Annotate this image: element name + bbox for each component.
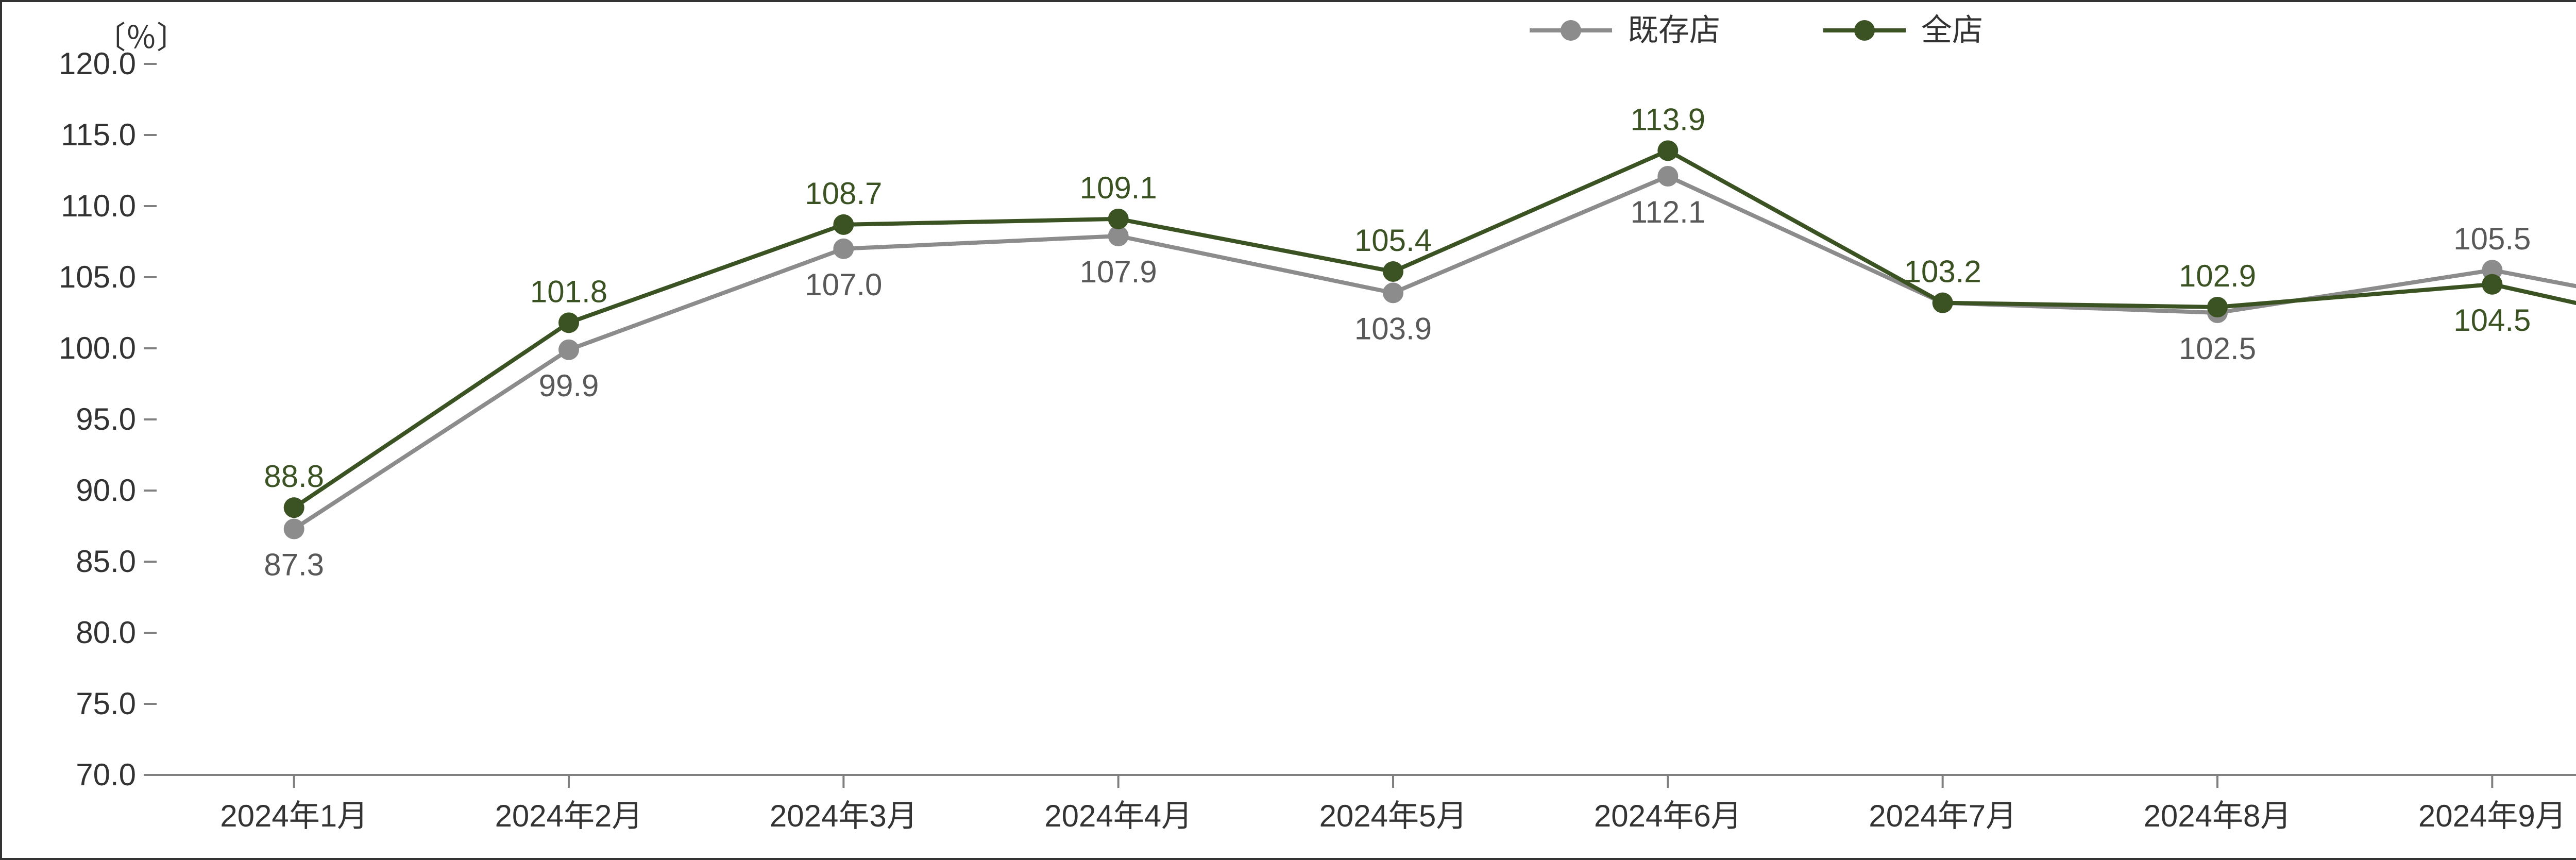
- data-label: 103.9: [1354, 311, 1432, 346]
- data-label: 99.9: [539, 368, 599, 403]
- legend-label: 既存店: [1628, 13, 1720, 47]
- y-tick-label: 110.0: [61, 189, 136, 223]
- data-label: 108.7: [805, 176, 882, 211]
- data-label: 102.9: [2179, 259, 2256, 293]
- x-tick-label: 2024年2月: [495, 799, 643, 833]
- y-tick-label: 95.0: [76, 402, 136, 436]
- y-tick-label: 120.0: [59, 46, 136, 81]
- series-marker: [1383, 261, 1403, 282]
- data-label: 107.9: [1080, 255, 1157, 289]
- x-tick-label: 2024年4月: [1044, 799, 1192, 833]
- series-marker: [1933, 293, 1953, 313]
- x-tick-label: 2024年9月: [2418, 799, 2566, 833]
- data-label: 104.5: [2453, 303, 2531, 338]
- series-marker: [284, 519, 304, 539]
- series-marker: [1657, 166, 1678, 187]
- y-tick-label: 80.0: [76, 615, 136, 650]
- series-marker: [1383, 282, 1403, 303]
- x-tick-label: 2024年8月: [2144, 799, 2292, 833]
- line-chart: 〔％〕70.075.080.085.090.095.0100.0105.0110…: [0, 0, 2576, 860]
- y-tick-label: 70.0: [76, 757, 136, 792]
- series-marker: [2207, 297, 2228, 317]
- series-marker: [284, 497, 304, 518]
- data-label: 87.3: [264, 548, 324, 582]
- data-label: 105.5: [2453, 222, 2531, 256]
- x-tick-label: 2024年7月: [1869, 799, 2016, 833]
- data-label: 112.1: [1630, 195, 1705, 229]
- y-tick-label: 75.0: [76, 686, 136, 721]
- y-tick-label: 115.0: [61, 117, 136, 152]
- data-label: 105.4: [1354, 223, 1432, 258]
- x-tick-label: 2024年3月: [770, 799, 918, 833]
- series-marker: [2482, 274, 2502, 295]
- series-marker: [1108, 209, 1129, 229]
- series-marker: [558, 340, 579, 360]
- data-label: 88.8: [264, 459, 324, 494]
- series-marker: [833, 239, 854, 259]
- chart-svg: 〔％〕70.075.080.085.090.095.0100.0105.0110…: [2, 2, 2576, 858]
- x-tick-label: 2024年6月: [1594, 799, 1742, 833]
- x-tick-label: 2024年1月: [220, 799, 368, 833]
- data-label: 109.1: [1080, 171, 1157, 205]
- data-label: 107.0: [805, 267, 882, 302]
- series-marker: [1657, 140, 1678, 161]
- y-tick-label: 105.0: [59, 260, 136, 294]
- data-label: 102.5: [2179, 331, 2256, 366]
- series-marker: [558, 312, 579, 333]
- y-tick-label: 85.0: [76, 544, 136, 579]
- series-marker: [833, 214, 854, 235]
- data-label: 103.2: [1904, 255, 1981, 289]
- y-tick-label: 100.0: [59, 331, 136, 365]
- data-label: 101.8: [530, 274, 607, 309]
- x-tick-label: 2024年5月: [1319, 799, 1467, 833]
- data-label: 113.9: [1630, 102, 1705, 137]
- legend-label: 全店: [1921, 13, 1983, 47]
- y-tick-label: 90.0: [76, 473, 136, 508]
